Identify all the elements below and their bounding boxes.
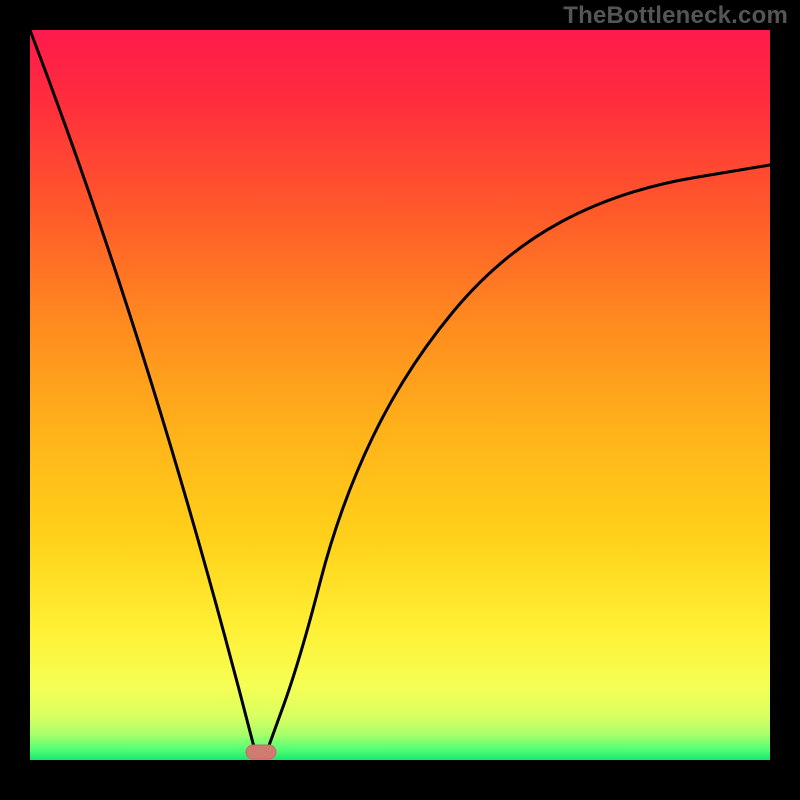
bottleneck-chart [0, 0, 800, 800]
plot-area [30, 30, 770, 760]
watermark-text: TheBottleneck.com [563, 2, 788, 30]
minimum-marker [246, 745, 276, 759]
